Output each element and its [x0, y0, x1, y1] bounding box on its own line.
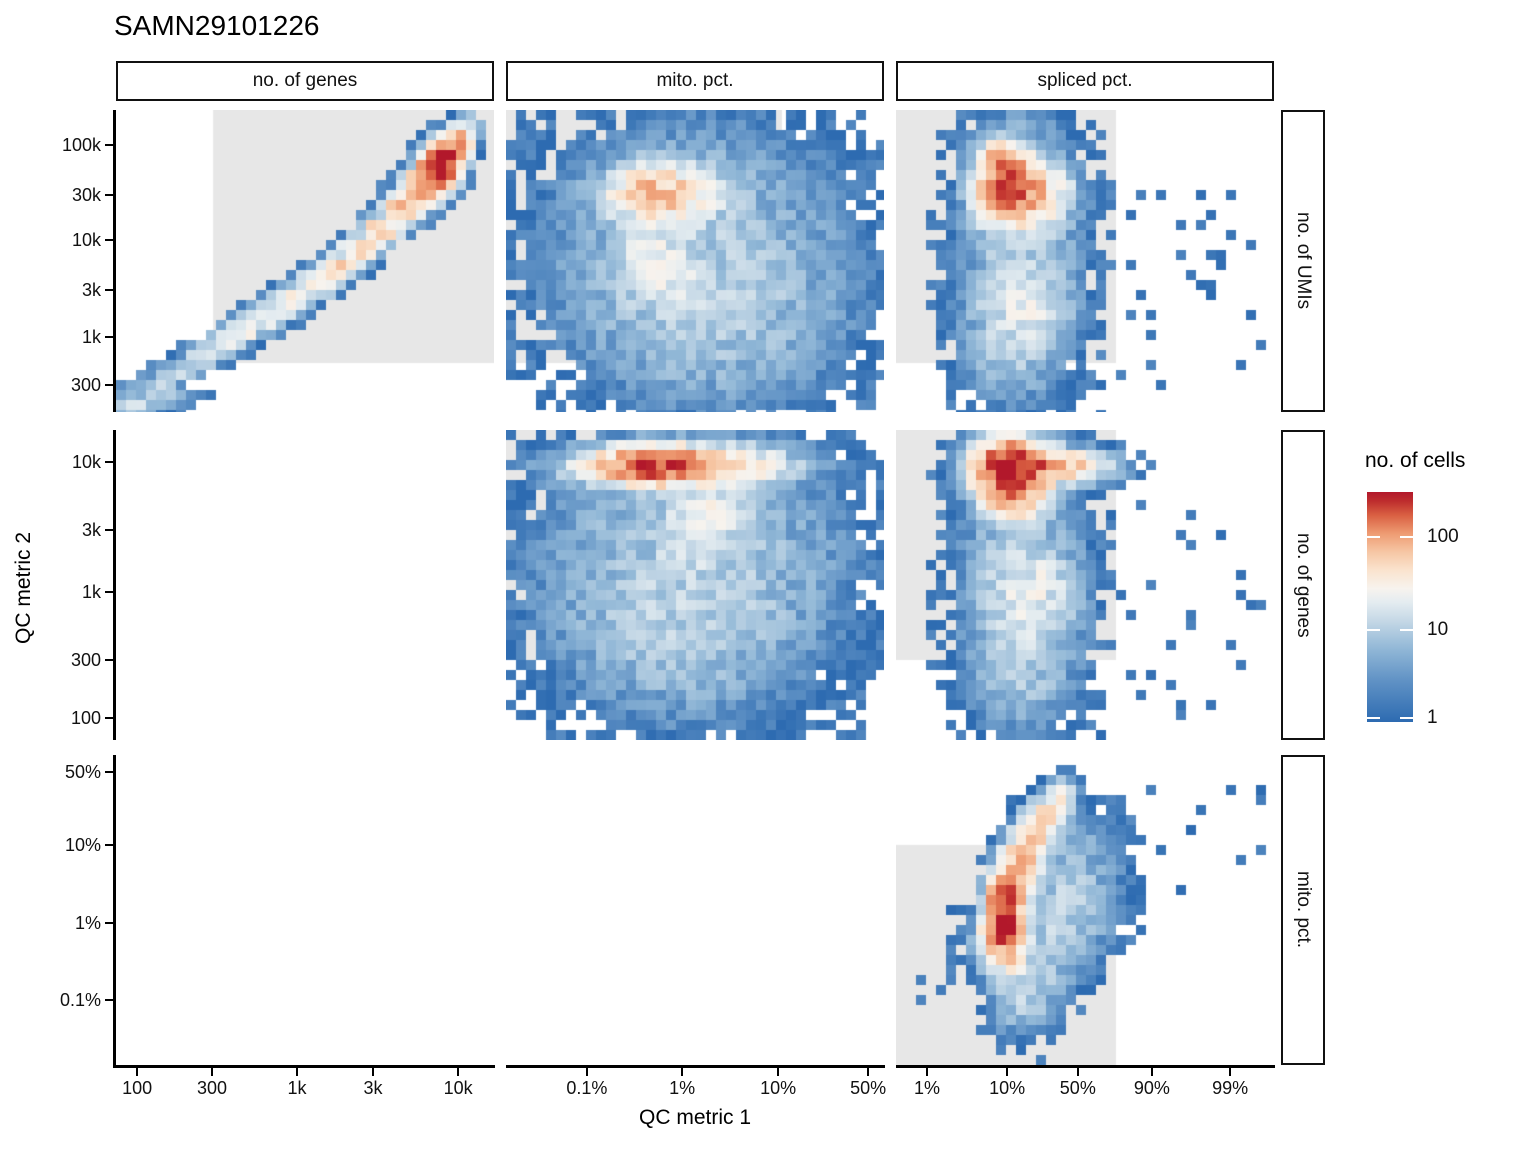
- x-tick-label: 3k: [363, 1078, 383, 1098]
- panel-no-of-genes-vs-spliced-pct-: [896, 430, 1274, 740]
- legend-title: no. of cells: [1365, 449, 1466, 472]
- y-tick: [105, 716, 113, 720]
- x-tick: [866, 1067, 870, 1076]
- x-tick: [1076, 1067, 1080, 1076]
- legend-label: 1: [1427, 707, 1438, 729]
- x-tick-label: 99%: [1212, 1078, 1249, 1098]
- y-tick: [105, 193, 113, 197]
- panel-no-of-genes-vs-mito-pct-: [506, 430, 884, 740]
- y-tick: [105, 383, 113, 387]
- x-axis-line: [113, 1065, 495, 1068]
- y-tick-label: 50%: [64, 762, 101, 783]
- y-tick-label: 300: [70, 650, 101, 671]
- x-axis-line: [506, 1065, 885, 1068]
- x-tick: [585, 1067, 589, 1076]
- legend-tick-dash: [1400, 716, 1413, 720]
- y-tick-label: 10%: [64, 834, 101, 855]
- y-tick-label: 100: [70, 707, 101, 728]
- x-tick: [925, 1067, 929, 1076]
- x-tick-label: 1k: [287, 1078, 307, 1098]
- x-tick: [680, 1067, 684, 1076]
- y-tick-label: 100k: [61, 135, 101, 156]
- x-axis-title: QC metric 1: [638, 1106, 752, 1129]
- y-tick: [105, 143, 113, 147]
- legend-label: 100: [1427, 526, 1459, 548]
- legend-colorbar: [1367, 492, 1413, 722]
- x-tick: [1150, 1067, 1154, 1076]
- x-tick: [1228, 1067, 1232, 1076]
- y-tick-label: 3k: [81, 520, 101, 541]
- x-tick: [210, 1067, 214, 1076]
- facet-column-strip: spliced pct.: [896, 61, 1274, 101]
- y-axis-line: [113, 430, 116, 740]
- y-tick-label: 1k: [81, 582, 101, 603]
- facet-row-strip: no. of UMIs: [1281, 110, 1325, 412]
- legend-tick-dash: [1367, 535, 1380, 539]
- x-tick: [135, 1067, 139, 1076]
- x-tick-label: 1%: [669, 1078, 696, 1098]
- x-tick-label: 100: [122, 1078, 153, 1098]
- x-tick-label: 50%: [850, 1078, 887, 1098]
- y-tick: [105, 528, 113, 532]
- x-tick: [295, 1067, 299, 1076]
- y-tick-label: 10k: [71, 229, 101, 250]
- panel-no-of-UMIs-vs-no-of-genes: [116, 110, 494, 412]
- x-tick-label: 90%: [1133, 1078, 1170, 1098]
- x-tick-label: 0.1%: [566, 1078, 608, 1098]
- panel-no-of-UMIs-vs-mito-pct-: [506, 110, 884, 412]
- panel-no-of-UMIs-vs-spliced-pct-: [896, 110, 1274, 412]
- x-tick-label: 50%: [1059, 1078, 1096, 1098]
- y-tick: [105, 460, 113, 464]
- y-tick: [105, 998, 113, 1002]
- y-tick: [105, 590, 113, 594]
- legend-tick-dash: [1367, 628, 1380, 632]
- y-tick: [105, 770, 113, 774]
- y-tick: [105, 238, 113, 242]
- y-tick-label: 300: [70, 375, 101, 396]
- legend-tick-dash: [1367, 716, 1380, 720]
- legend-tick-dash: [1400, 628, 1413, 632]
- y-tick-label: 30k: [71, 184, 101, 205]
- x-tick-label: 10%: [989, 1078, 1026, 1098]
- x-tick-label: 10%: [760, 1078, 797, 1098]
- y-tick-label: 0.1%: [59, 989, 101, 1010]
- y-tick: [105, 335, 113, 339]
- panel-mito-pct--vs-spliced-pct-: [896, 755, 1274, 1065]
- y-axis-line: [113, 110, 116, 412]
- x-tick: [1005, 1067, 1009, 1076]
- y-tick: [105, 658, 113, 662]
- y-tick-label: 3k: [81, 279, 101, 300]
- x-tick: [371, 1067, 375, 1076]
- x-tick: [456, 1067, 460, 1076]
- facet-row-strip: no. of genes: [1281, 430, 1325, 740]
- y-tick: [105, 288, 113, 292]
- x-axis-line: [896, 1065, 1275, 1068]
- x-tick-label: 10k: [443, 1078, 473, 1098]
- facet-column-strip: no. of genes: [116, 61, 494, 101]
- y-tick: [105, 921, 113, 925]
- facet-column-strip: mito. pct.: [506, 61, 884, 101]
- legend-label: 10: [1427, 619, 1449, 640]
- y-tick-label: 1k: [81, 327, 101, 348]
- y-axis-line: [113, 755, 116, 1065]
- x-tick-label: 300: [196, 1078, 228, 1098]
- page-title: SAMN29101226: [114, 10, 320, 41]
- y-tick-label: 10k: [71, 451, 101, 472]
- x-tick: [776, 1067, 780, 1076]
- x-tick-label: 1%: [913, 1078, 940, 1098]
- y-tick-label: 1%: [74, 913, 101, 934]
- legend-tick-dash: [1400, 535, 1413, 539]
- facet-row-strip: mito. pct.: [1281, 755, 1325, 1065]
- y-tick: [105, 843, 113, 847]
